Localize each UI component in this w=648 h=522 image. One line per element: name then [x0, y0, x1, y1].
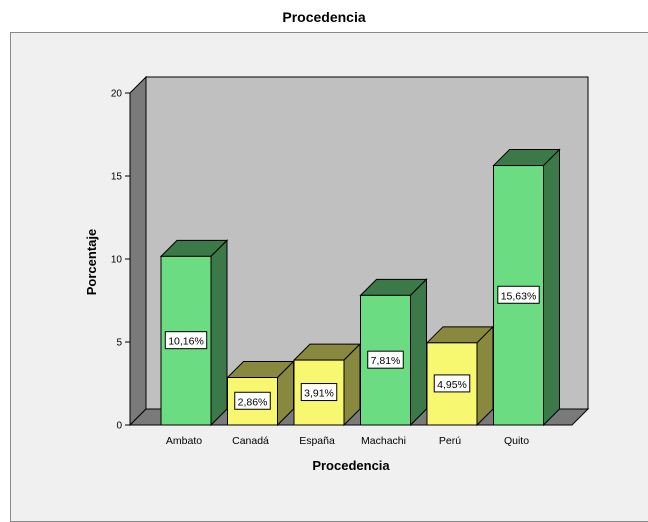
data-label: 3,91% — [304, 388, 334, 400]
bar-canadá: 2,86% — [226, 360, 295, 427]
x-tick-label: Machachi — [361, 435, 406, 447]
data-label-box — [367, 350, 404, 369]
x-tick-label: España — [299, 435, 335, 447]
x-tick-label: Quito — [504, 435, 529, 447]
y-tick-label: 20 — [111, 89, 123, 100]
data-label: 4,95% — [437, 379, 467, 391]
data-label: 15,63% — [501, 290, 537, 302]
bar-machachi: 7,81% — [359, 278, 428, 427]
bar-perú: 4,95% — [425, 325, 495, 427]
y-tick-label: 5 — [116, 338, 122, 349]
y-tick-label: 15 — [111, 172, 123, 183]
data-label: 7,81% — [371, 355, 401, 367]
y-tick-label: 0 — [116, 421, 122, 432]
chart-title: Procedencia — [282, 9, 366, 25]
data-label-box — [164, 331, 208, 350]
x-axis: Ambato Canadá España Machachi Perú Quito — [166, 435, 529, 447]
bar-side-face — [476, 325, 494, 427]
data-label-box — [234, 391, 271, 410]
data-label-box — [497, 285, 540, 304]
bar-side-face — [543, 148, 560, 427]
x-tick-label: Perú — [439, 435, 461, 447]
x-tick-label: Ambato — [166, 435, 202, 447]
y-axis-title: Porcentaje — [84, 229, 99, 295]
data-label: 10,16% — [168, 336, 204, 348]
data-label-box — [300, 383, 338, 402]
data-label: 2,86% — [238, 396, 268, 408]
data-label-box — [433, 374, 471, 393]
bar-ambato: 10,16% — [159, 239, 229, 427]
bar-side-face — [410, 278, 427, 427]
side-wall — [129, 75, 147, 427]
y-axis: 0 5 10 15 20 — [111, 89, 130, 432]
bar-españa: 3,91% — [292, 342, 362, 427]
x-tick-label: Canadá — [232, 435, 269, 447]
bars: 10,16% 2,86% 3,91% 7,81% 4,95% 15,63% — [159, 148, 561, 427]
bar-side-face — [210, 239, 228, 427]
bar-quito: 15,63% — [492, 148, 561, 427]
x-axis-title: Procedencia — [312, 458, 390, 473]
y-tick-label: 10 — [111, 255, 123, 266]
